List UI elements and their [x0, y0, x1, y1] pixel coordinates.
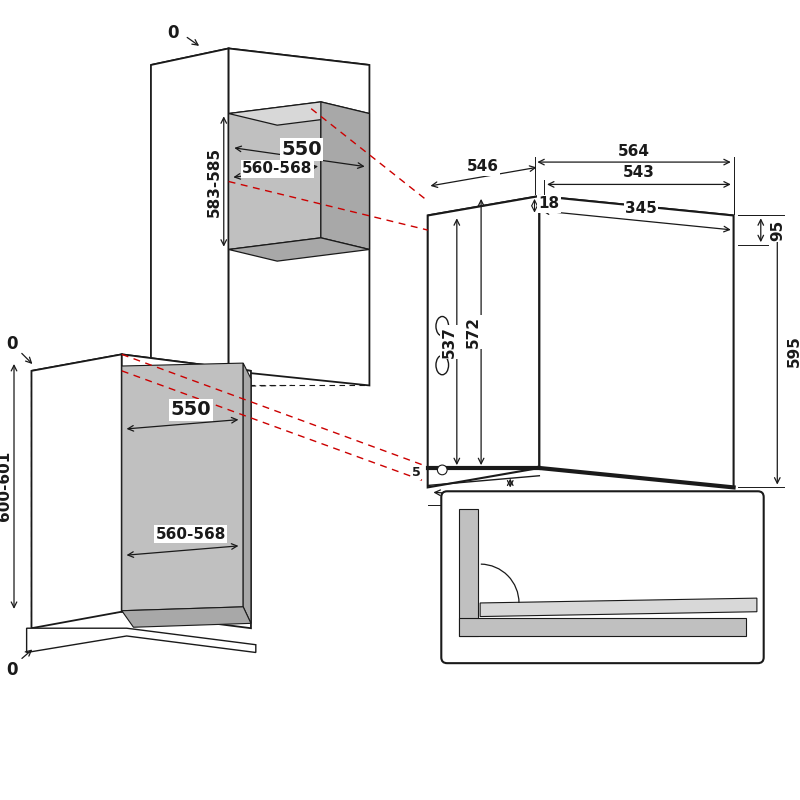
Text: 583-585: 583-585: [206, 146, 222, 217]
Polygon shape: [122, 607, 251, 627]
Polygon shape: [321, 102, 370, 250]
Polygon shape: [31, 354, 251, 387]
Polygon shape: [122, 354, 251, 628]
Text: 537: 537: [442, 326, 457, 358]
Text: 20: 20: [526, 494, 543, 506]
Polygon shape: [229, 102, 321, 250]
Text: 95: 95: [770, 219, 786, 241]
Ellipse shape: [436, 355, 449, 374]
Polygon shape: [31, 354, 122, 628]
Polygon shape: [428, 196, 734, 235]
Polygon shape: [458, 618, 746, 636]
Text: 0: 0: [517, 520, 524, 530]
Circle shape: [438, 465, 447, 474]
Text: 18: 18: [538, 196, 560, 211]
Text: 550: 550: [281, 140, 322, 159]
Text: 572: 572: [466, 316, 481, 348]
Polygon shape: [229, 102, 370, 125]
Polygon shape: [480, 598, 757, 617]
Text: 550: 550: [170, 400, 211, 419]
Text: 546: 546: [467, 159, 499, 174]
Text: 600-601: 600-601: [0, 450, 12, 521]
Text: 0: 0: [6, 661, 18, 679]
Polygon shape: [151, 49, 370, 82]
Text: 345: 345: [626, 201, 658, 216]
Polygon shape: [229, 238, 370, 261]
FancyBboxPatch shape: [442, 491, 764, 663]
Polygon shape: [243, 363, 251, 623]
Polygon shape: [26, 628, 256, 653]
Text: 564: 564: [618, 144, 650, 159]
Polygon shape: [122, 363, 243, 610]
Polygon shape: [151, 49, 229, 386]
Text: 5: 5: [412, 466, 421, 479]
Text: 595: 595: [787, 335, 800, 367]
Text: 560-568: 560-568: [242, 162, 312, 176]
Ellipse shape: [436, 317, 449, 336]
Text: 89°: 89°: [519, 568, 548, 583]
Polygon shape: [458, 509, 478, 636]
Text: 0: 0: [6, 334, 18, 353]
Polygon shape: [428, 196, 539, 487]
Text: 477: 477: [586, 566, 618, 582]
Text: 543: 543: [622, 166, 654, 180]
Text: 0: 0: [167, 24, 179, 42]
Polygon shape: [539, 196, 734, 487]
Text: 560-568: 560-568: [155, 526, 226, 542]
Polygon shape: [229, 49, 370, 386]
Text: 595: 595: [594, 493, 626, 507]
Text: 10: 10: [726, 621, 743, 634]
